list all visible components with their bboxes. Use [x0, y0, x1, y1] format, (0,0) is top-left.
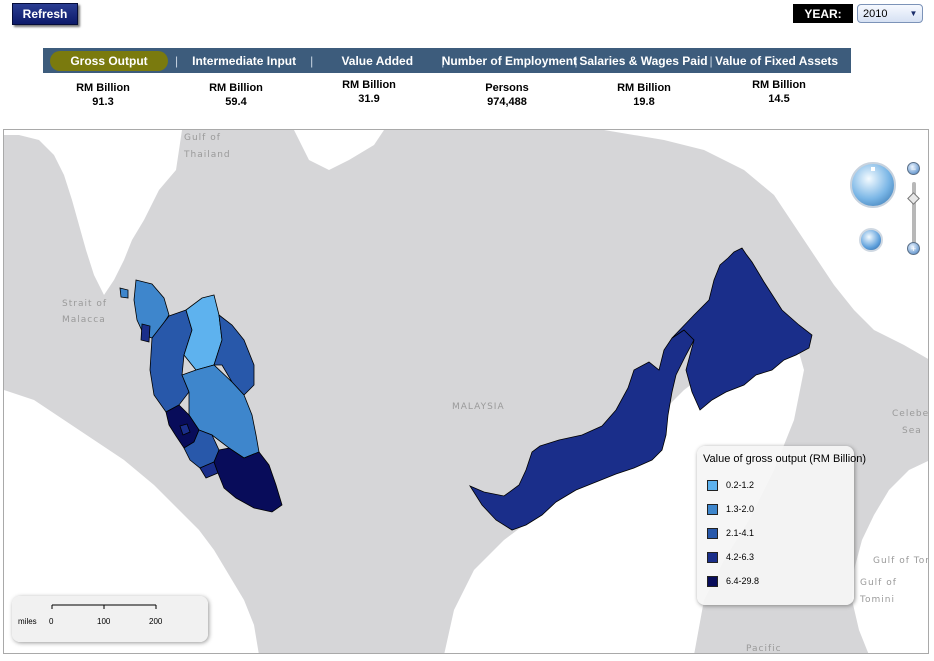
- region-penang[interactable]: [140, 323, 151, 343]
- tab-separator: |: [441, 53, 445, 68]
- tab-separator: |: [310, 53, 314, 68]
- legend-item: 4.2-6.3: [703, 545, 848, 569]
- land-indochina: [4, 130, 182, 295]
- land-sumatra: [4, 390, 259, 653]
- scale-bar: miles 0 100 200: [12, 596, 208, 642]
- land-indochina-east: [294, 130, 384, 170]
- region-johor[interactable]: [213, 447, 283, 513]
- metric-unit: RM Billion: [617, 82, 671, 94]
- tab-label: Number of Employment: [441, 53, 578, 68]
- tab-value-added[interactable]: Value Added: [313, 48, 441, 73]
- dropdown-arrow-icon[interactable]: ▼: [909, 9, 918, 18]
- label-pacific: Pacific: [746, 644, 782, 654]
- metric-number-of-employment: Persons 974,488: [457, 81, 557, 109]
- metric-salaries-wages-paid: RM Billion 19.8: [594, 81, 694, 109]
- metric-intermediate-input: RM Billion 59.4: [186, 81, 286, 109]
- tab-gross-output[interactable]: Gross Output: [43, 48, 175, 73]
- legend-swatch: [707, 551, 718, 563]
- legend-label: 1.3-2.0: [726, 504, 755, 514]
- tab-value-of-fixed-assets[interactable]: Value of Fixed Assets: [713, 48, 841, 73]
- region-sabah[interactable]: [671, 247, 813, 411]
- legend-item: 2.1-4.1: [703, 521, 848, 545]
- metric-value-of-fixed-assets: RM Billion 14.5: [729, 78, 829, 106]
- metric-unit: RM Billion: [209, 82, 263, 94]
- metric-unit: Persons: [485, 82, 529, 94]
- legend-swatch: [707, 503, 718, 515]
- scale-unit: miles: [18, 617, 37, 626]
- year-selected-value: 2010: [863, 7, 888, 20]
- metric-unit: RM Billion: [342, 79, 396, 91]
- metric-value: 59.4: [225, 96, 247, 108]
- region-kuala-lumpur[interactable]: [179, 423, 191, 436]
- label-malacca-1: Strait of: [62, 299, 107, 309]
- legend-label: 2.1-4.1: [726, 528, 755, 538]
- refresh-button[interactable]: Refresh: [12, 3, 78, 25]
- zoom-in-button[interactable]: +: [907, 242, 920, 255]
- metric-gross-output: RM Billion 91.3: [53, 81, 153, 109]
- year-select[interactable]: 2010 ▼: [857, 4, 923, 23]
- tab-label: Gross Output: [50, 50, 168, 71]
- legend-title: Value of gross output (RM Billion): [703, 453, 867, 465]
- land-sulawesi: [852, 460, 928, 653]
- map-legend: Value of gross output (RM Billion) 0.2-1…: [697, 446, 867, 605]
- legend-swatch: [707, 527, 718, 539]
- metric-value: 974,488: [487, 96, 527, 108]
- metric-value: 14.5: [768, 93, 790, 105]
- label-gulf-tomini-2: Gulf of: [860, 578, 897, 588]
- label-gulf-tomini-3: Tomini: [859, 595, 895, 605]
- legend-label: 6.4-29.8: [726, 576, 760, 586]
- scale-bar-graphic: [51, 604, 157, 609]
- metric-value: 91.3: [92, 96, 114, 108]
- tab-label: Intermediate Input: [192, 53, 297, 68]
- label-gulf-thailand-2: Thailand: [183, 150, 231, 160]
- label-celebes-1: Celebes: [892, 409, 929, 419]
- legend-swatch: [707, 575, 718, 587]
- tab-label: Value of Fixed Assets: [715, 53, 839, 68]
- tab-separator: |: [709, 53, 713, 68]
- scale-tick-label: 0: [49, 617, 54, 626]
- navigation-globe-icon[interactable]: [850, 162, 896, 208]
- zoom-slider-track[interactable]: [912, 182, 916, 244]
- tab-label: Salaries & Wages Paid: [579, 53, 708, 68]
- legend-label: 0.2-1.2: [726, 480, 755, 490]
- map-view[interactable]: Gulf of Thailand Strait of Malacca MALAY…: [3, 129, 929, 654]
- label-malaysia: MALAYSIA: [452, 402, 505, 412]
- tab-number-of-employment[interactable]: Number of Employment: [441, 48, 578, 73]
- scale-tick-label: 200: [149, 617, 163, 626]
- tab-salaries-wages-paid[interactable]: Salaries & Wages Paid: [578, 48, 710, 73]
- pan-control-icon[interactable]: [859, 228, 883, 252]
- label-gulf-thailand-1: Gulf of: [184, 133, 221, 143]
- tab-separator: |: [574, 53, 578, 68]
- legend-item: 6.4-29.8: [703, 569, 848, 593]
- metric-value-added: RM Billion 31.9: [319, 78, 419, 106]
- legend-swatch: [707, 479, 718, 491]
- metric-value: 31.9: [358, 93, 380, 105]
- region-perlis[interactable]: [119, 287, 129, 299]
- metric-unit: RM Billion: [752, 79, 806, 91]
- tab-label: Value Added: [341, 53, 414, 68]
- legend-item: 0.2-1.2: [703, 473, 848, 497]
- metric-unit: RM Billion: [76, 82, 130, 94]
- indicator-tab-bar: Gross Output | Intermediate Input | Valu…: [43, 48, 851, 73]
- legend-item: 1.3-2.0: [703, 497, 848, 521]
- zoom-out-button[interactable]: −: [907, 162, 920, 175]
- label-celebes-2: Sea: [902, 426, 922, 436]
- land-philippines: [604, 130, 928, 359]
- legend-label: 4.2-6.3: [726, 552, 755, 562]
- tab-intermediate-input[interactable]: Intermediate Input: [178, 48, 310, 73]
- label-gulf-tomini-1: Gulf of Tomi: [873, 556, 929, 566]
- year-label: YEAR:: [793, 4, 853, 23]
- scale-tick-label: 100: [97, 617, 111, 626]
- tab-separator: |: [175, 53, 179, 68]
- metric-value: 19.8: [633, 96, 655, 108]
- label-malacca-2: Malacca: [62, 315, 106, 325]
